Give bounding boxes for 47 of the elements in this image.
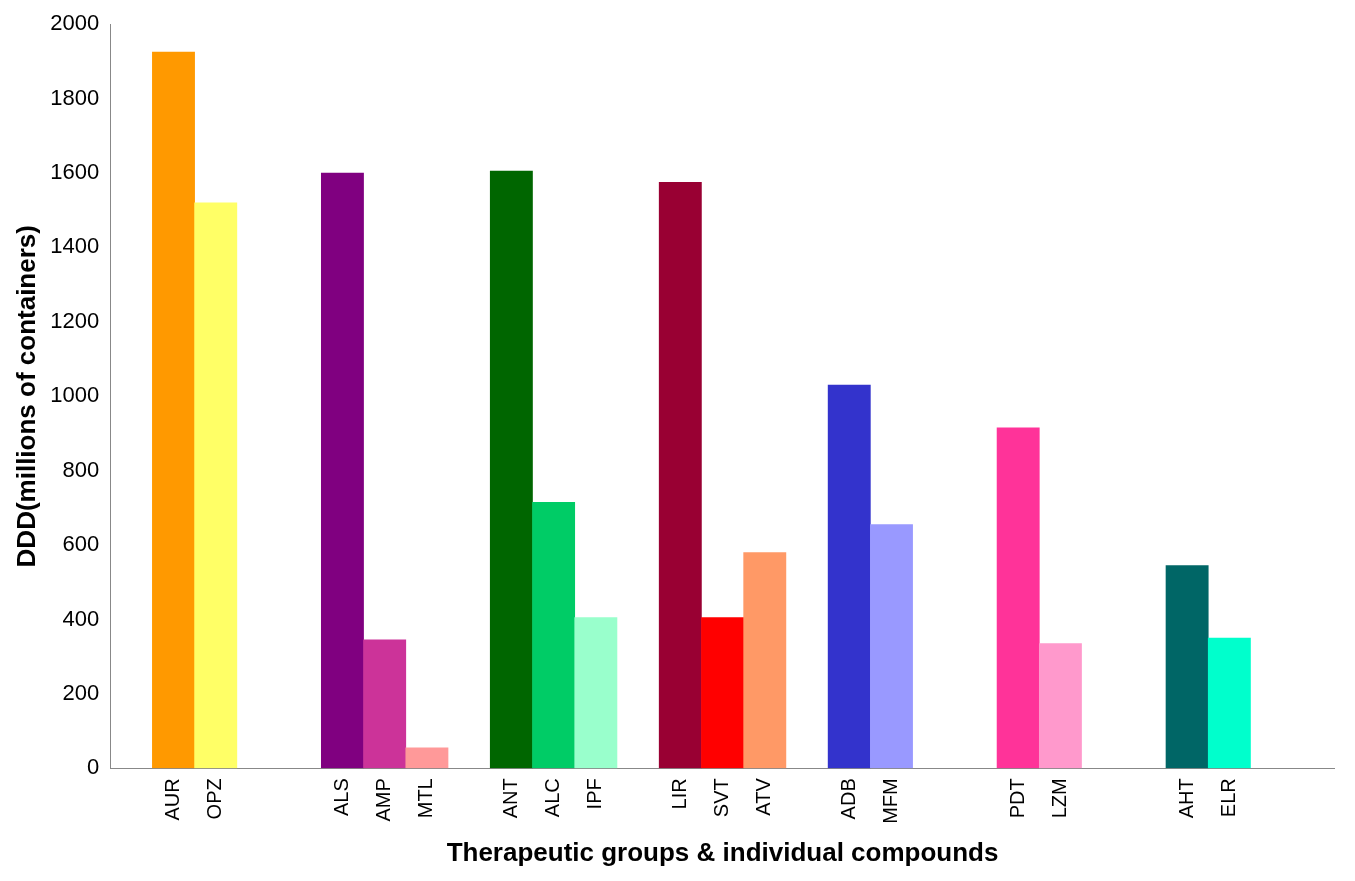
bar [1165, 565, 1209, 769]
bar [658, 181, 702, 769]
bar [363, 639, 407, 769]
y-tick-label: 1800 [50, 84, 100, 110]
y-axis-title: DDD(millions of containers) [10, 225, 41, 568]
bar [1038, 643, 1082, 769]
x-tick-label: PDT [1005, 778, 1028, 819]
y-tick-label: 1400 [50, 233, 100, 259]
bar [194, 202, 238, 769]
x-tick-label: LIR [667, 778, 690, 810]
bar [996, 427, 1040, 769]
x-tick-label: IPF [583, 778, 606, 810]
y-tick-label: 400 [62, 605, 100, 631]
x-tick-label: ADB [836, 778, 859, 820]
x-tick-label: ELR [1216, 778, 1239, 818]
x-tick-label: ALC [541, 778, 564, 818]
bar [405, 747, 449, 769]
x-tick-label: AHT [1174, 778, 1197, 819]
x-tick-label: AUR [161, 778, 184, 821]
x-tick-label: ATV [752, 777, 775, 816]
x-tick-label: LZM [1047, 778, 1070, 819]
y-tick-label: 2000 [50, 10, 100, 36]
bar [152, 51, 195, 769]
bar [827, 384, 871, 769]
x-tick-label: ANT [498, 778, 521, 819]
y-tick-label: 1200 [50, 307, 100, 333]
bar [701, 617, 744, 769]
y-tick-label: 1000 [50, 382, 100, 408]
bar [574, 617, 618, 769]
x-tick-label: ALS [329, 778, 352, 817]
x-tick-label: MFM [879, 778, 901, 824]
bar [320, 172, 364, 769]
bar [489, 170, 533, 769]
x-tick-label: OPZ [203, 778, 226, 820]
y-tick-label: 800 [62, 456, 100, 482]
bar [870, 524, 913, 769]
y-tick-label: 1600 [50, 159, 100, 185]
bar [532, 501, 576, 769]
bar [743, 552, 787, 769]
bar [1207, 637, 1251, 769]
y-tick-label: 600 [62, 531, 100, 557]
y-tick-label: 200 [62, 679, 100, 705]
x-tick-label: SVT [710, 778, 733, 818]
x-tick-label: MTL [414, 778, 437, 819]
x-tick-label: AMP [372, 778, 395, 822]
y-tick-label: 0 [86, 754, 100, 780]
x-axis-title: Therapeutic groups & individual compounds [446, 836, 999, 867]
